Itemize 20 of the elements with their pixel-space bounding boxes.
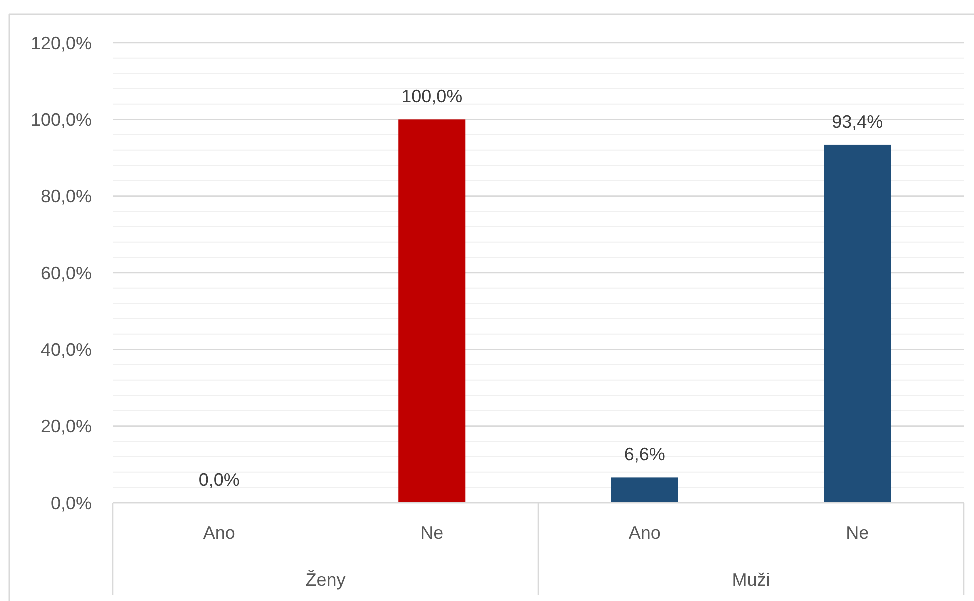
data-label: 6,6% xyxy=(624,444,666,465)
x-tick-label: Ne xyxy=(846,523,870,543)
text: Muži xyxy=(732,570,770,590)
x-tick-label: Ne xyxy=(420,523,444,543)
y-tick-label: 20,0% xyxy=(40,416,92,437)
y-tick-label: 120,0% xyxy=(30,33,92,54)
bar xyxy=(824,144,892,503)
y-tick-label: 100,0% xyxy=(30,110,92,130)
y-tick-label: 40,0% xyxy=(40,340,92,360)
data-label: 0,0% xyxy=(198,470,240,490)
x-tick-label: Ano xyxy=(203,523,236,543)
bar xyxy=(611,478,678,503)
data-label: 93,4% xyxy=(832,112,884,132)
y-tick-label: 60,0% xyxy=(40,263,92,284)
bar xyxy=(398,120,466,503)
x-tick-label: Ano xyxy=(628,523,661,543)
data-label: 100,0% xyxy=(402,86,463,107)
y-tick-label: 0,0% xyxy=(50,493,92,514)
y-tick-label: 80,0% xyxy=(40,186,92,207)
text: Ženy xyxy=(306,570,346,590)
